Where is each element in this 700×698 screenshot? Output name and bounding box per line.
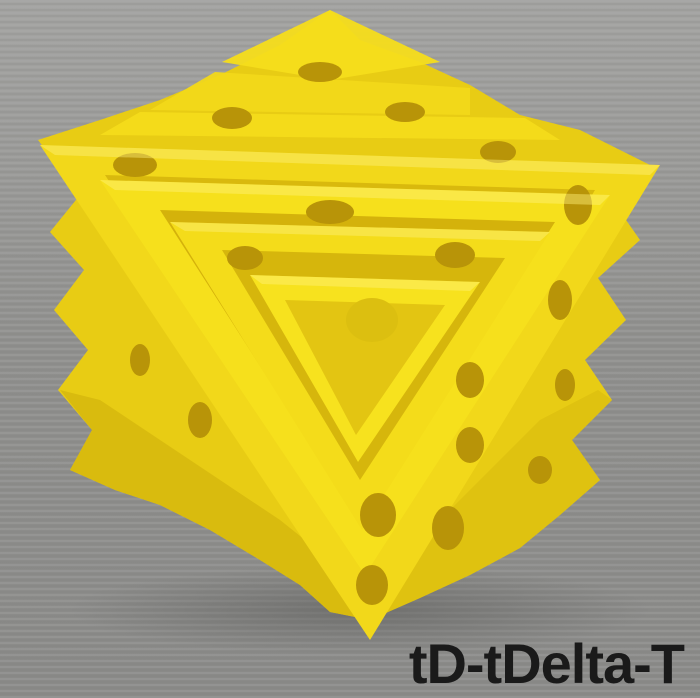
lattice-object [38,10,660,640]
caption-label: tD-tDelta-T [408,632,685,695]
lattice-holes [113,62,592,605]
triangle-frame-4 [250,275,480,462]
